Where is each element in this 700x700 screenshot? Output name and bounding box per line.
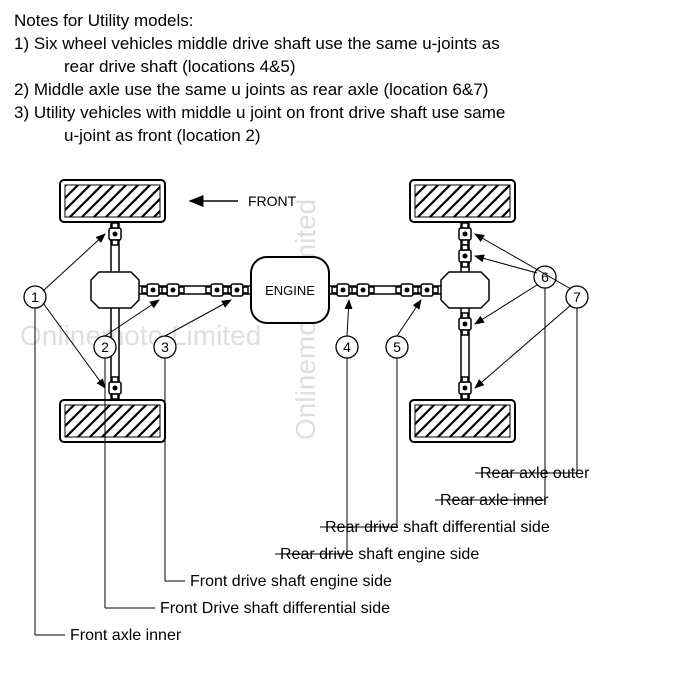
svg-text:2: 2 [101,339,109,355]
callout-5: Rear drive shaft differential side [325,519,550,536]
notes-title: Notes for Utility models: [14,10,686,33]
callout-2: Front Drive shaft differential side [160,600,390,617]
svg-text:3: 3 [161,339,169,355]
svg-text:5: 5 [393,339,401,355]
svg-text:7: 7 [573,289,581,305]
svg-text:1: 1 [31,289,39,305]
svg-text:6: 6 [541,269,549,285]
callout-4: Rear drive shaft engine side [280,546,479,563]
note-3: 3) Utility vehicles with middle u joint … [14,102,686,125]
notes-block: Notes for Utility models: 1) Six wheel v… [0,0,700,148]
callout-3: Front drive shaft engine side [190,573,392,590]
svg-text:4: 4 [343,339,351,355]
svg-text:FRONT: FRONT [248,193,297,209]
callout-7: Rear axle outer [480,465,590,482]
callout-6: Rear axle inner [440,492,549,509]
svg-text:ENGINE: ENGINE [265,283,315,298]
callout-1: Front axle inner [70,627,182,644]
note-2: 2) Middle axle use the same u joints as … [14,79,686,102]
note-1: 1) Six wheel vehicles middle drive shaft… [14,33,686,56]
drivetrain-diagram: FRONT ENGINE 1 2 3 4 5 6 7 Rear axle outer Rear ax… [0,155,700,700]
